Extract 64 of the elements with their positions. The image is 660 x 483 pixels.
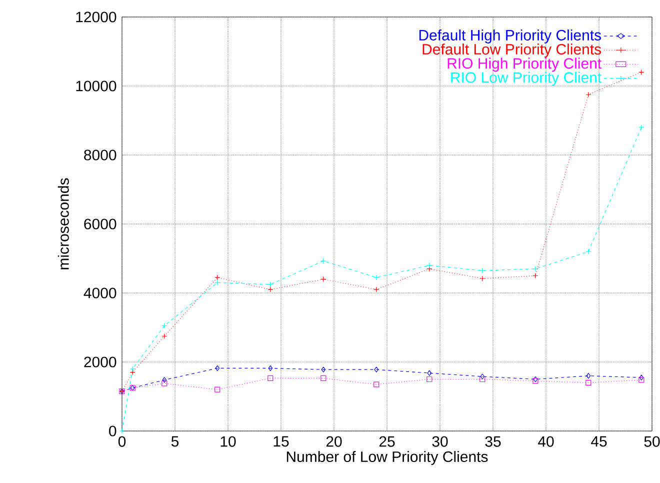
point (320, 258, 326, 264)
point (130, 366, 136, 372)
point (320, 375, 326, 382)
point (162, 333, 168, 339)
x-tick-label: 5 (171, 436, 179, 447)
point (586, 92, 592, 98)
point (214, 386, 220, 392)
point (426, 266, 432, 272)
y-axis-title: microseconds (58, 178, 69, 270)
point (374, 382, 380, 388)
x-tick-label: 15 (274, 436, 289, 447)
point (532, 266, 538, 272)
point (638, 124, 644, 130)
point (374, 286, 380, 292)
point (162, 377, 167, 383)
point (119, 428, 125, 434)
point (638, 69, 644, 75)
point (374, 366, 379, 372)
point (532, 272, 538, 279)
point (426, 376, 432, 382)
point (321, 366, 326, 372)
point (215, 365, 220, 372)
point (162, 380, 168, 386)
point (268, 286, 274, 292)
point (162, 322, 168, 329)
y-tick-label: 2000 (84, 356, 116, 368)
y-tick-label: 8000 (84, 150, 116, 160)
y-tick-label: 12000 (76, 12, 116, 22)
point (214, 280, 220, 286)
legend-label: RIO High Priority Client (448, 58, 602, 72)
x-tick-label: 30 (432, 436, 448, 447)
y-tick-label: 0 (109, 426, 116, 436)
point (268, 375, 274, 382)
point (214, 274, 220, 280)
point (426, 262, 432, 268)
y-tick-label: 10000 (76, 80, 116, 92)
point (374, 274, 380, 280)
legend-label: Default High Priority Clients (419, 29, 602, 44)
point (268, 365, 273, 372)
point (638, 377, 644, 383)
y-tick-label: 6000 (84, 218, 116, 230)
x-tick-label: 0 (118, 436, 126, 447)
x-tick-label: 45 (591, 436, 607, 447)
point (586, 373, 591, 379)
x-axis-title: Number of Low Priority Clients (286, 451, 488, 465)
point (320, 276, 326, 282)
point (427, 370, 432, 376)
x-tick-label: 35 (485, 436, 501, 447)
point (480, 268, 486, 274)
x-tick-label: 20 (326, 436, 342, 447)
point (586, 380, 592, 386)
x-tick-label: 40 (538, 436, 554, 447)
legend-label: RIO Low Priority Client (451, 72, 602, 86)
x-tick-label: 25 (379, 436, 395, 447)
point (480, 276, 486, 282)
x-tick-label: 10 (220, 436, 236, 447)
y-tick-label: 4000 (84, 288, 116, 298)
x-tick-label: 50 (644, 436, 660, 447)
point (268, 282, 274, 288)
point (480, 376, 486, 382)
point (480, 374, 485, 380)
point (639, 374, 644, 380)
point (586, 248, 592, 254)
legend-label: Default Low Priority Clients (422, 44, 602, 58)
